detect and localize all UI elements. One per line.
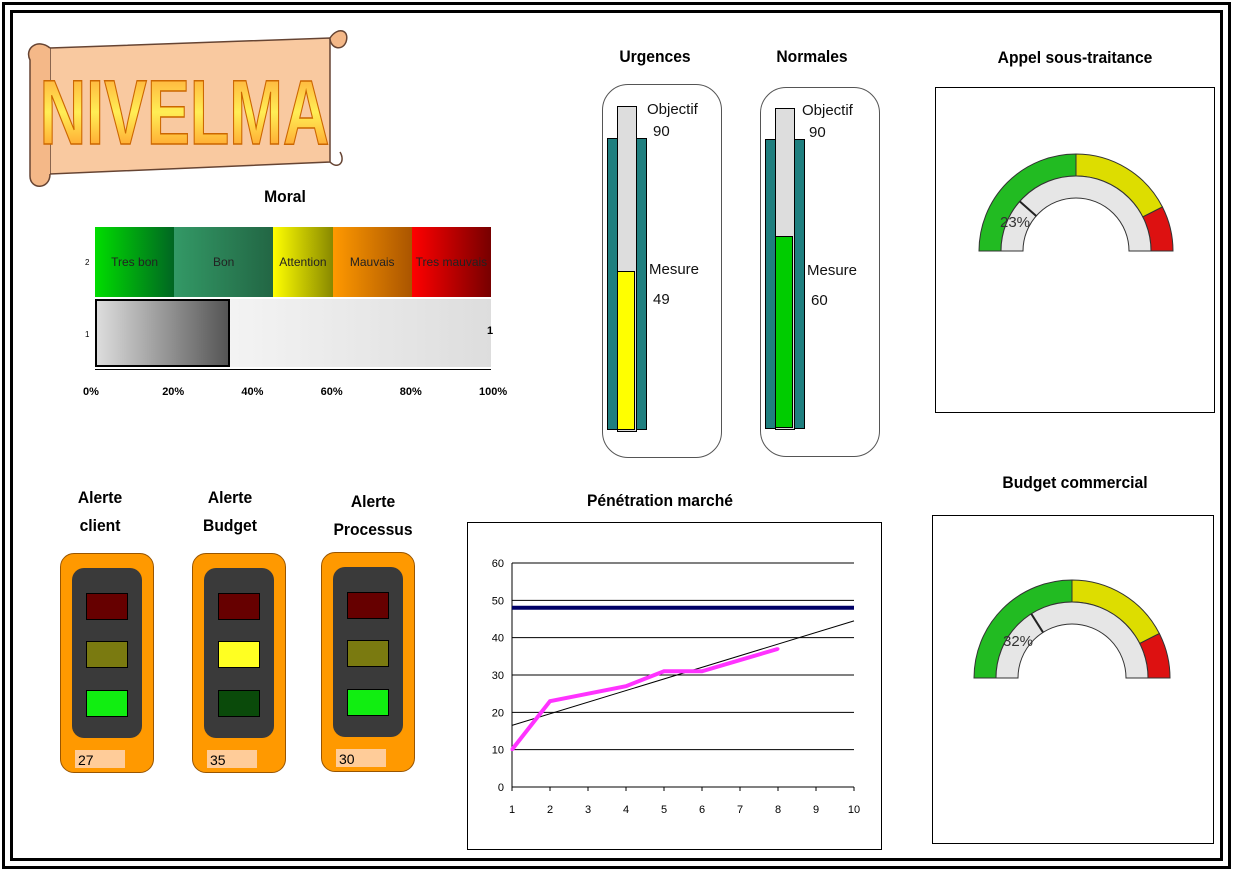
red-lamp [218, 593, 260, 620]
appel-gauge-box: 23% [935, 87, 1215, 413]
x-tick-label: 4 [623, 804, 629, 816]
normales-title: Normales [776, 47, 848, 66]
alert-budget-title-line1: Alerte [207, 488, 253, 507]
moral-chart: Tres bon Bon Attention Mauvais Tres mauvais … [95, 227, 494, 369]
normales-objectif-value: 90 [809, 124, 826, 141]
appel-title: Appel sous-traitance [997, 48, 1153, 67]
moral-tick-label: 20% [162, 386, 185, 398]
alert-budget-title-line2: Budget [203, 516, 257, 535]
yellow-lamp [86, 641, 128, 668]
urgences-objectif-value: 90 [653, 123, 670, 140]
budget-value-label: 32% [1003, 633, 1034, 650]
budget-gauge-box: 32% [932, 515, 1214, 844]
normales-gauge: Objectif 90 Mesure 60 [760, 87, 880, 457]
x-tick-label: 9 [813, 804, 819, 816]
series-line [510, 646, 779, 751]
alert-processus-title-line1: Alerte [350, 492, 396, 511]
logo-text: NIVELMA [40, 61, 330, 164]
x-tick-label: 2 [547, 804, 553, 816]
x-tick-label: 8 [775, 804, 781, 816]
alert-processus-title-line2: Processus [333, 520, 413, 539]
moral-axis: 0% 20% 40% 60% 80% 100% [83, 386, 507, 402]
gauge-inner-track [1000, 175, 1152, 252]
moral-end-label: 1 [487, 325, 494, 337]
alert-budget-light: 35 [192, 553, 286, 773]
alert-processus-value: 30 [336, 749, 386, 767]
series-point [624, 684, 628, 688]
normales-mesure-label: Mesure [807, 262, 858, 279]
alert-client-title-line1: Alerte [77, 488, 123, 507]
y-tick-label: 10 [492, 745, 504, 757]
alert-budget-value: 35 [207, 750, 257, 768]
red-lamp [347, 592, 389, 619]
chart-title: Pénétration marché [586, 491, 734, 510]
y-tick-label: 0 [498, 782, 504, 794]
yellow-lamp [218, 641, 260, 668]
x-tick-label: 1 [509, 804, 515, 816]
normales-mesure-value: 60 [811, 292, 828, 309]
gauge-needle [1030, 613, 1044, 633]
moral-tick-label: 0% [83, 386, 99, 398]
series-point [662, 669, 666, 673]
moral-band: Bon [174, 227, 274, 297]
moral-value-bar [95, 299, 230, 367]
y-tick-label: 20 [492, 707, 504, 719]
gauge-inner-track [995, 601, 1149, 679]
x-tick-label: 10 [848, 804, 860, 816]
moral-tick-label: 40% [241, 386, 264, 398]
urgences-title: Urgences [619, 47, 691, 66]
x-tick-label: 5 [661, 804, 667, 816]
alert-processus-title: Alerte Processus [318, 488, 428, 544]
inner-frame [10, 10, 1223, 861]
normales-measure-fill [775, 236, 793, 428]
green-lamp [218, 690, 260, 717]
moral-band: Attention [273, 227, 333, 297]
nivelma-logo: NIVELMA [27, 30, 348, 187]
moral-row-label-2: 2 [85, 258, 90, 267]
moral-title: Moral [264, 187, 306, 206]
series-point [510, 748, 514, 752]
moral-tick-label: 100% [479, 386, 508, 398]
alert-client-value: 27 [75, 750, 125, 768]
alert-client-title: Alerte client [49, 484, 150, 540]
appel-value-label: 23% [1000, 214, 1031, 231]
alert-client-title-line2: client [79, 516, 121, 535]
series-point [586, 692, 590, 696]
normales-objectif-label: Objectif [802, 102, 853, 119]
urgences-measure-fill [617, 271, 635, 430]
green-lamp [86, 690, 128, 717]
x-tick-label: 6 [699, 804, 705, 816]
moral-row-label-1: 1 [85, 330, 90, 339]
y-tick-label: 30 [492, 670, 504, 682]
urgences-objectif-label: Objectif [647, 101, 698, 118]
series-point [776, 647, 780, 651]
urgences-mesure-value: 49 [653, 291, 670, 308]
budget-title: Budget commercial [1002, 473, 1148, 492]
gauge-needle [1019, 200, 1037, 217]
moral-tick-label: 60% [320, 386, 343, 398]
moral-band: Tres mauvais [411, 227, 491, 297]
series-point [738, 658, 742, 662]
y-tick-label: 60 [492, 558, 504, 570]
series-point [700, 669, 704, 673]
green-lamp [347, 689, 389, 716]
urgences-gauge: Objectif 90 Mesure 49 [602, 84, 722, 458]
penetration-chart: 0 10 20 30 40 50 60 1 2 3 4 5 6 7 8 9 10 [492, 558, 860, 816]
urgences-mesure-label: Mesure [649, 261, 700, 278]
moral-band: Tres bon [95, 227, 175, 297]
series-point [548, 699, 552, 703]
alert-processus-light: 30 [321, 552, 415, 772]
y-tick-label: 40 [492, 633, 504, 645]
red-lamp [86, 593, 128, 620]
yellow-lamp [347, 640, 389, 667]
moral-band: Mauvais [332, 227, 412, 297]
moral-tick-label: 80% [399, 386, 422, 398]
alert-client-light: 27 [60, 553, 154, 773]
alert-budget-title: Alerte Budget [179, 484, 280, 540]
y-tick-label: 50 [492, 595, 504, 607]
x-tick-label: 3 [585, 804, 591, 816]
x-tick-label: 7 [737, 804, 743, 816]
penetration-chart-box: 0 10 20 30 40 50 60 1 2 3 4 5 6 7 8 9 10 [467, 522, 882, 850]
